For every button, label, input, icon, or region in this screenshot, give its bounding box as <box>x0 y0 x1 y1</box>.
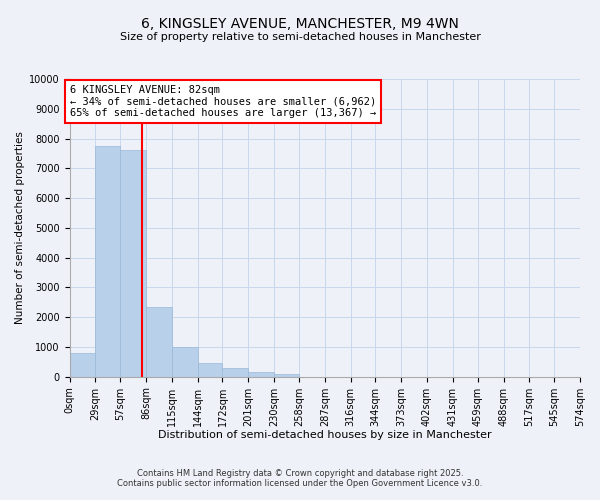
Text: Size of property relative to semi-detached houses in Manchester: Size of property relative to semi-detach… <box>119 32 481 42</box>
Bar <box>172 347 197 376</box>
X-axis label: Distribution of semi-detached houses by size in Manchester: Distribution of semi-detached houses by … <box>158 430 491 440</box>
Bar <box>248 372 274 376</box>
Text: 6, KINGSLEY AVENUE, MANCHESTER, M9 4WN: 6, KINGSLEY AVENUE, MANCHESTER, M9 4WN <box>141 18 459 32</box>
Bar <box>223 368 248 376</box>
Text: Contains HM Land Registry data © Crown copyright and database right 2025.: Contains HM Land Registry data © Crown c… <box>137 468 463 477</box>
Bar <box>120 150 146 376</box>
Text: Contains public sector information licensed under the Open Government Licence v3: Contains public sector information licen… <box>118 478 482 488</box>
Bar <box>274 374 299 376</box>
Text: 6 KINGSLEY AVENUE: 82sqm
← 34% of semi-detached houses are smaller (6,962)
65% o: 6 KINGSLEY AVENUE: 82sqm ← 34% of semi-d… <box>70 85 376 118</box>
Bar <box>95 146 120 376</box>
Bar <box>146 307 172 376</box>
Bar <box>197 362 223 376</box>
Bar <box>70 353 95 376</box>
Y-axis label: Number of semi-detached properties: Number of semi-detached properties <box>15 132 25 324</box>
